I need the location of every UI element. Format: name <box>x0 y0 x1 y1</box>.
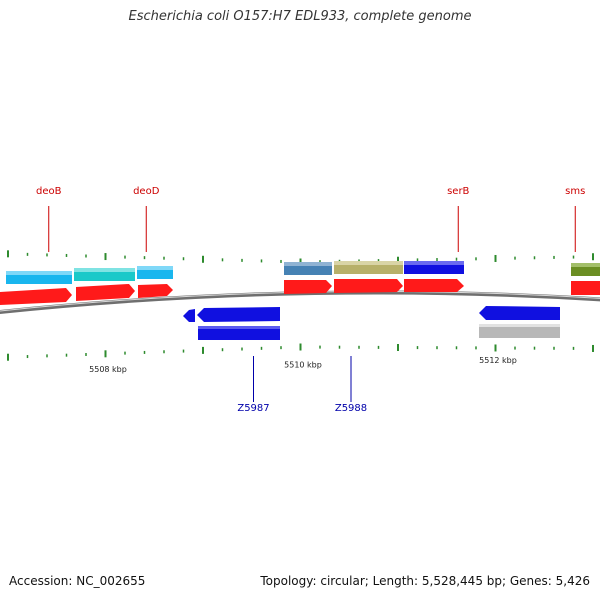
gene-label-serB[interactable]: serB <box>447 186 469 197</box>
scale-label: 5508 kbp <box>89 365 127 374</box>
feature-track-cds-forward <box>0 279 600 305</box>
gene-labels-bottom: Z5987Z5988yjjK <box>237 356 367 414</box>
gene-labels-top: deoAdeoBdeoDserBsmsnadR <box>36 186 585 252</box>
cds-arrow-Z5987[interactable] <box>183 309 195 322</box>
map-title: Escherichia coli O157:H7 EDL933, complet… <box>128 9 472 24</box>
cds-arrow-deoD[interactable] <box>138 284 173 298</box>
gene-label-Z5988[interactable]: Z5988 <box>335 403 367 414</box>
gene-label-sms[interactable]: sms <box>565 186 585 197</box>
cds-arrow-deoB[interactable] <box>76 284 135 301</box>
scale-label: 5512 kbp <box>479 356 517 365</box>
accession-text: Accession: NC_002655 <box>9 574 146 588</box>
gene-label-deoB[interactable]: deoB <box>36 186 62 197</box>
feature-track-cds-reverse <box>183 306 560 340</box>
cds-arrow-yjjK[interactable] <box>479 306 560 320</box>
feature-track-genes <box>6 261 600 284</box>
cds-arrow-serB[interactable] <box>284 280 332 294</box>
topology-text: Topology: circular; Length: 5,528,445 bp… <box>260 574 590 588</box>
gene-label-deoD[interactable]: deoD <box>133 186 160 197</box>
gene-block-Z5988[interactable] <box>198 326 280 340</box>
tick-marks-bottom <box>7 343 594 361</box>
scale-label: 5510 kbp <box>284 361 322 370</box>
gene-block-yjjK[interactable] <box>479 324 560 338</box>
gene-label-Z5987[interactable]: Z5987 <box>237 403 269 414</box>
tick-marks-top <box>7 250 594 266</box>
cds-arrow-Z5988[interactable] <box>197 307 280 322</box>
cds-arrow-nadR[interactable] <box>404 279 464 292</box>
cds-arrow-deoA[interactable] <box>0 288 72 305</box>
cds-arrow-sms[interactable] <box>334 279 403 293</box>
cds-arrow-edge[interactable] <box>571 281 600 295</box>
